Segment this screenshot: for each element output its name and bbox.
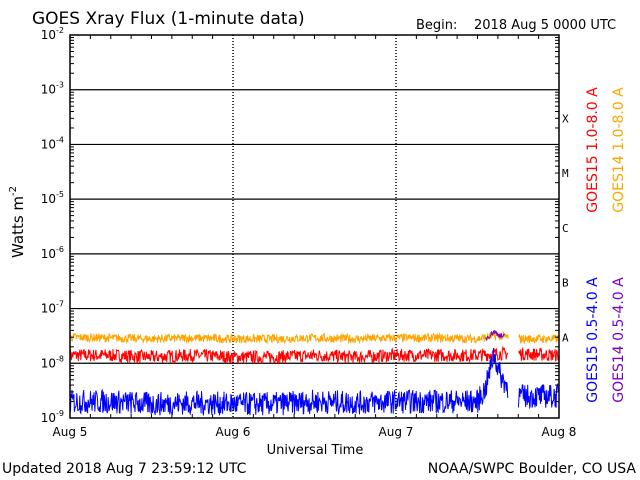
y-tick-label: 10-7 xyxy=(41,300,64,316)
series-line xyxy=(517,382,559,410)
credit-text: NOAA/SWPC Boulder, CO USA xyxy=(428,461,637,477)
y-tick-label: 10-9 xyxy=(41,409,64,425)
svg-text:Watts m-2: Watts m-2 xyxy=(8,186,27,258)
x-tick-label: Aug 8 xyxy=(542,425,577,439)
series-line xyxy=(69,330,509,345)
y-tick-label: 10-2 xyxy=(41,26,64,42)
y-tick-label: 10-5 xyxy=(41,190,64,206)
series-line xyxy=(518,333,559,345)
begin-value: 2018 Aug 5 0000 UTC xyxy=(474,18,616,33)
legend-entry: GOES14 1.0-8.0 A xyxy=(611,87,627,213)
series-line xyxy=(69,345,509,365)
series-line xyxy=(69,347,509,417)
legend-entry: GOES14 0.5-4.0 A xyxy=(611,277,627,403)
y-tick-label: 10-4 xyxy=(41,135,64,151)
ylabel-superscript: -2 xyxy=(8,186,19,196)
flare-class-labels: A B C M X xyxy=(562,112,569,344)
legend-entry: GOES15 0.5-4.0 A xyxy=(585,277,601,403)
x-tick-label: Aug 7 xyxy=(379,425,414,439)
begin-label: Begin: xyxy=(416,18,457,33)
flare-class-label: B xyxy=(562,277,569,290)
ylabel-text: Watts m xyxy=(9,196,27,258)
legend-entry: GOES15 1.0-8.0 A xyxy=(585,87,601,213)
legend: GOES15 1.0-8.0 A GOES14 1.0-8.0 A GOES15 0… xyxy=(585,87,627,403)
flare-class-label: X xyxy=(562,112,569,125)
y-tick-label: 10-6 xyxy=(41,245,64,261)
plot-frame xyxy=(69,34,560,419)
x-tick-label: Aug 6 xyxy=(216,425,251,439)
chart-title: GOES Xray Flux (1-minute data) xyxy=(32,9,305,29)
xlabel: Universal Time xyxy=(267,443,364,458)
y-axis-ticks: 10-9 10-8 10-7 10-6 10-5 10-4 10-3 10-2 xyxy=(41,26,559,425)
flare-class-label: C xyxy=(562,222,569,235)
y-tick-label: 10-3 xyxy=(41,81,64,97)
flare-class-label: M xyxy=(562,167,569,180)
y-tick-label: 10-8 xyxy=(41,354,64,370)
updated-text: Updated 2018 Aug 7 23:59:12 UTC xyxy=(2,461,247,477)
series-layer xyxy=(69,329,559,417)
flare-class-label: A xyxy=(562,331,569,344)
grid-lines xyxy=(70,35,559,418)
ylabel: Watts m-2 xyxy=(8,186,27,258)
series-line xyxy=(518,347,559,362)
x-axis-ticks: Aug 5 Aug 6 Aug 7 Aug 8 xyxy=(53,35,577,439)
x-tick-label: Aug 5 xyxy=(53,425,88,439)
series-line xyxy=(485,329,506,342)
